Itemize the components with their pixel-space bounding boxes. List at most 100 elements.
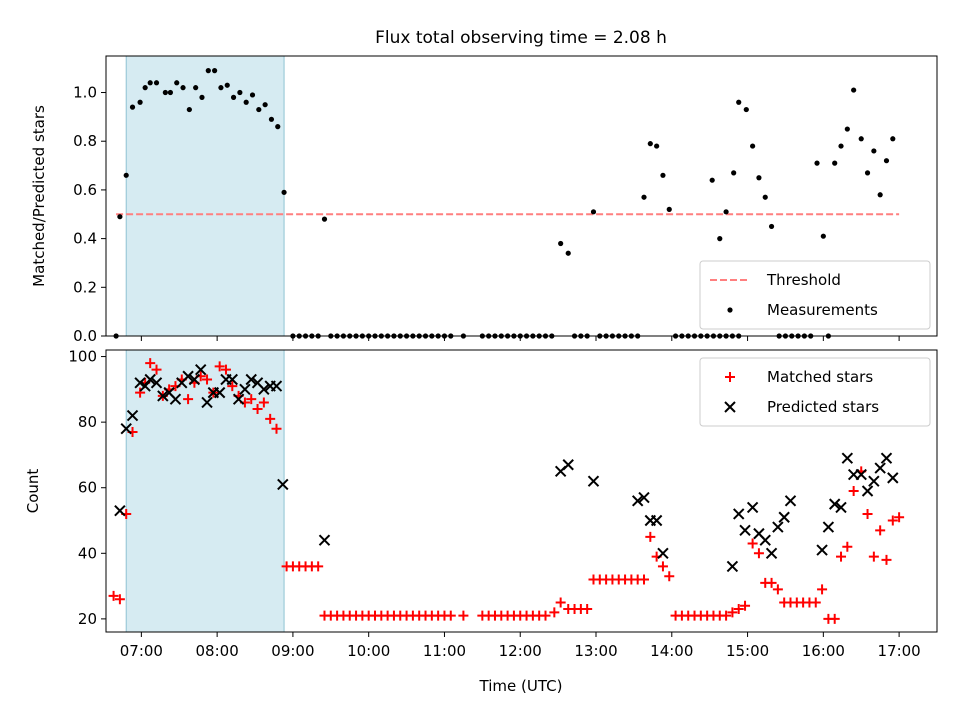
data-point — [313, 561, 324, 572]
data-point — [736, 99, 742, 105]
data-point — [638, 491, 650, 504]
data-point — [167, 89, 174, 96]
data-point — [894, 512, 905, 523]
data-point — [270, 380, 283, 392]
series-measurements — [113, 68, 896, 339]
data-point — [123, 172, 129, 178]
y-tick-label: 100 — [68, 348, 97, 366]
data-point — [881, 554, 892, 565]
data-point — [582, 604, 593, 615]
data-point — [753, 548, 764, 559]
data-point — [137, 99, 143, 105]
data-point — [195, 363, 207, 376]
axes-frame — [105, 55, 938, 337]
figure-title: Flux total observing time = 2.08 h — [375, 28, 667, 48]
data-point — [230, 94, 237, 100]
data-point — [321, 216, 328, 222]
data-point — [199, 94, 205, 100]
data-point — [245, 373, 257, 386]
legend: Matched stars Predicted stars — [699, 357, 931, 427]
data-point — [887, 515, 898, 526]
data-point — [246, 394, 257, 405]
data-point — [814, 160, 820, 166]
data-point — [766, 577, 777, 588]
data-point — [218, 85, 224, 91]
data-point — [213, 386, 226, 399]
data-point — [750, 143, 756, 149]
data-point — [762, 194, 768, 200]
legend-box — [699, 357, 931, 427]
data-point — [842, 541, 853, 552]
data-point — [117, 214, 123, 220]
data-point — [126, 409, 139, 422]
data-point — [458, 610, 469, 621]
data-point — [822, 521, 835, 533]
legend-label: Matched stars — [767, 368, 873, 386]
data-point — [277, 478, 289, 491]
x-tick-label: 09:00 — [271, 642, 314, 660]
data-point — [271, 423, 282, 434]
data-point — [562, 459, 574, 471]
data-point — [816, 544, 828, 556]
data-point — [666, 206, 672, 212]
data-point — [193, 85, 199, 91]
x-tick-label: 15:00 — [726, 642, 769, 660]
data-point — [778, 511, 790, 523]
x-tick-label: 08:00 — [196, 642, 239, 660]
legend-label: Predicted stars — [767, 398, 879, 416]
data-point — [587, 475, 600, 487]
data-point — [848, 486, 859, 496]
data-point — [723, 209, 729, 215]
data-point — [871, 148, 877, 154]
data-point — [772, 521, 784, 533]
data-point — [275, 124, 281, 130]
data-point — [868, 475, 880, 487]
data-point — [565, 250, 571, 256]
data-point — [151, 364, 162, 375]
data-point — [743, 106, 749, 113]
data-point — [239, 383, 251, 396]
data-point — [243, 99, 249, 105]
data-point — [169, 393, 182, 405]
data-point — [147, 80, 153, 86]
data-point — [108, 590, 119, 601]
data-point — [114, 504, 126, 517]
data-point — [739, 524, 751, 537]
data-point — [820, 233, 826, 239]
data-point — [540, 610, 551, 621]
data-point — [861, 485, 874, 497]
x-tick-label: 14:00 — [650, 642, 693, 660]
data-point — [226, 373, 238, 386]
data-point — [281, 189, 287, 195]
data-point — [828, 498, 841, 510]
data-point — [883, 158, 890, 164]
data-point — [768, 223, 775, 230]
data-point — [832, 160, 838, 166]
data-point — [224, 82, 230, 88]
data-point — [188, 373, 201, 386]
data-point — [174, 80, 180, 86]
x-tick-label: 11:00 — [423, 642, 466, 660]
data-point — [256, 106, 262, 113]
data-point — [639, 574, 650, 585]
legend: Threshold Measurements — [699, 260, 931, 330]
data-point — [862, 508, 873, 519]
data-point — [631, 495, 644, 507]
data-point — [709, 177, 715, 183]
data-point — [868, 551, 879, 562]
data-point — [114, 594, 125, 605]
data-point — [733, 604, 744, 615]
data-point — [641, 194, 647, 200]
data-point — [237, 89, 243, 96]
data-point — [144, 373, 156, 386]
data-point — [549, 607, 560, 618]
x-axis-label: Time (UTC) — [479, 677, 563, 695]
data-point — [220, 364, 231, 375]
y-tick-label: 60 — [78, 479, 97, 497]
data-point — [252, 404, 263, 415]
data-point — [134, 377, 146, 389]
data-point — [731, 170, 737, 176]
data-point — [201, 396, 213, 409]
data-point — [756, 175, 762, 181]
data-point — [180, 85, 186, 91]
